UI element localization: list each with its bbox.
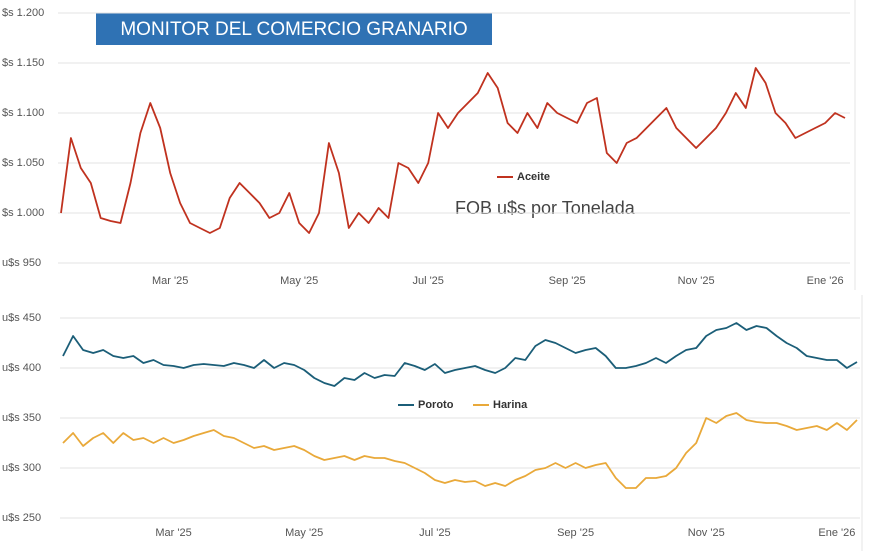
y-tick-label: $s 1.200 — [2, 7, 44, 19]
y-tick-label: $s 1.050 — [2, 157, 44, 169]
y-tick-label: $s 1.000 — [2, 207, 44, 219]
x-tick-label: May '25 — [285, 527, 323, 539]
y-tick-label: u$s 300 — [2, 462, 41, 474]
line-series — [62, 412, 858, 489]
y-tick-label: u$s 950 — [2, 257, 41, 269]
x-tick-label: Sep '25 — [557, 527, 594, 539]
y-tick-label: $s 1.100 — [2, 107, 44, 119]
x-tick-label: Jul '25 — [412, 275, 443, 287]
line-series — [60, 67, 846, 234]
x-tick-label: Sep '25 — [549, 275, 586, 287]
x-tick-label: May '25 — [280, 275, 318, 287]
y-tick-label: u$s 250 — [2, 512, 41, 524]
chart-title: MONITOR DEL COMERCIO GRANARIO — [120, 19, 467, 40]
line-series — [62, 322, 858, 387]
x-tick-label: Ene '26 — [818, 527, 855, 539]
x-tick-label: Nov '25 — [688, 527, 725, 539]
y-tick-label: u$s 350 — [2, 412, 41, 424]
y-tick-label: $s 1.150 — [2, 57, 44, 69]
x-tick-label: Jul '25 — [419, 527, 450, 539]
legend-label: Harina — [493, 399, 528, 411]
legend-label: Aceite — [517, 171, 550, 183]
title-box — [96, 13, 492, 45]
x-tick-label: Ene '26 — [807, 275, 844, 287]
x-tick-label: Nov '25 — [678, 275, 715, 287]
chart-subtitle: FOB u$s por Tonelada — [455, 198, 636, 218]
x-tick-label: Mar '25 — [152, 275, 188, 287]
y-tick-label: u$s 400 — [2, 362, 41, 374]
y-tick-label: u$s 450 — [2, 312, 41, 324]
legend-label: Poroto — [418, 399, 454, 411]
x-tick-label: Mar '25 — [155, 527, 191, 539]
